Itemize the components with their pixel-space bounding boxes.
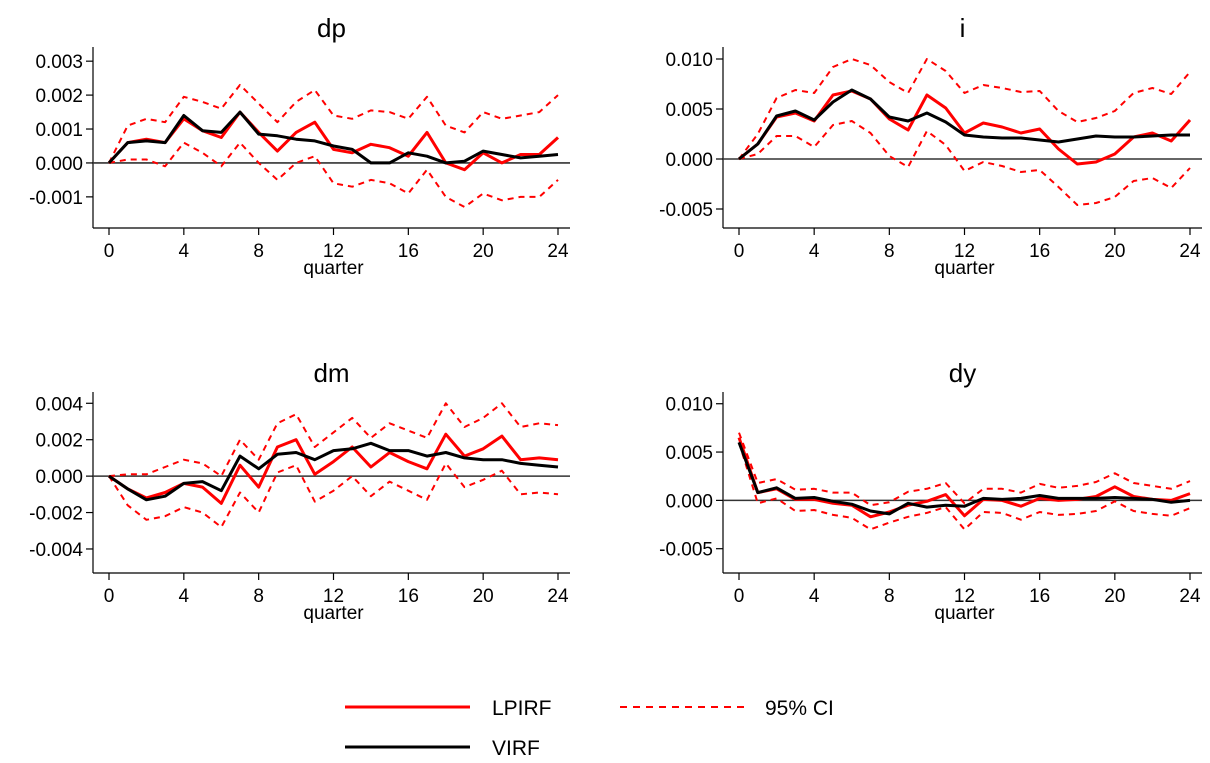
x-tick-label: 24 xyxy=(547,241,569,262)
panel-title: i xyxy=(960,13,966,43)
panel-title: dy xyxy=(949,358,976,388)
series-95-ci-line xyxy=(738,432,1191,507)
panel-i: i -0.005 0.000 0.005 0.010 0 4 8 12 16 20 24 quarter xyxy=(659,13,1202,279)
series-95-ci-line xyxy=(108,462,559,529)
panel-dm: dm -0.004 -0.002 0.000 0.002 0.004 0 4 8 12 16 20 24… xyxy=(29,358,570,624)
series-95-ci-line xyxy=(108,402,559,478)
y-tick-label: 0.004 xyxy=(35,394,83,415)
x-tick-label: 4 xyxy=(809,241,820,262)
x-tick-label: 0 xyxy=(734,241,745,262)
x-tick-label: 0 xyxy=(104,241,115,262)
y-tick-label: 0.005 xyxy=(665,443,713,464)
x-tick-label: 20 xyxy=(473,241,494,262)
x-axis-label: quarter xyxy=(303,603,364,624)
x-tick-label: 12 xyxy=(323,586,344,607)
x-tick-label: 12 xyxy=(954,586,975,607)
legend-label-virf: VIRF xyxy=(492,737,540,760)
x-tick-label: 24 xyxy=(1179,241,1201,262)
x-tick-label: 4 xyxy=(179,241,190,262)
y-tick-label: 0.005 xyxy=(665,100,713,121)
y-tick-label: 0.000 xyxy=(35,467,83,488)
y-tick-label: 0.000 xyxy=(665,491,713,512)
x-tick-label: 12 xyxy=(323,241,344,262)
panel-title: dm xyxy=(313,358,349,388)
y-tick-label: 0.001 xyxy=(35,120,83,141)
series-lpirf-line xyxy=(107,110,560,172)
x-tick-label: 8 xyxy=(884,586,895,607)
series-virf-line xyxy=(107,110,559,165)
x-tick-label: 8 xyxy=(253,586,264,607)
x-tick-label: 12 xyxy=(954,241,975,262)
series-lpirf-line xyxy=(108,432,559,505)
x-tick-label: 20 xyxy=(1104,586,1125,607)
legend-label-lpirf: LPIRF xyxy=(492,697,552,720)
series-virf-line xyxy=(737,441,1191,516)
x-tick-label: 8 xyxy=(253,241,264,262)
x-tick-label: 16 xyxy=(1029,241,1050,262)
y-tick-label: -0.005 xyxy=(659,540,713,561)
x-tick-label: 24 xyxy=(547,586,569,607)
series-95-ci-line xyxy=(738,442,1191,531)
y-tick-label: -0.005 xyxy=(659,200,713,221)
x-axis-label: quarter xyxy=(934,603,995,624)
series-95-ci-line xyxy=(738,58,1191,160)
y-tick-label: 0.002 xyxy=(35,431,83,452)
x-tick-label: 24 xyxy=(1179,586,1201,607)
y-tick-label: 0.000 xyxy=(35,154,83,175)
x-tick-label: 4 xyxy=(179,586,190,607)
series-virf-line xyxy=(738,88,1190,161)
y-tick-label: 0.010 xyxy=(665,395,713,416)
y-tick-label: -0.004 xyxy=(29,540,83,561)
panel-title: dp xyxy=(317,13,346,43)
y-tick-label: 0.000 xyxy=(665,150,713,171)
x-tick-label: 4 xyxy=(809,586,820,607)
x-tick-label: 0 xyxy=(734,586,745,607)
x-tick-label: 20 xyxy=(473,586,494,607)
x-tick-label: 16 xyxy=(1029,586,1050,607)
x-tick-label: 0 xyxy=(104,586,115,607)
y-tick-label: 0.002 xyxy=(35,86,83,107)
y-tick-label: -0.002 xyxy=(29,504,83,525)
x-tick-label: 16 xyxy=(398,241,419,262)
series-95-ci-line xyxy=(108,83,559,164)
panel-dy: dy -0.005 0.000 0.005 0.010 0 4 8 12 16 20 24 quarte… xyxy=(659,358,1202,624)
series-lpirf-line xyxy=(738,89,1192,166)
x-tick-label: 8 xyxy=(884,241,895,262)
x-axis-label: quarter xyxy=(934,258,995,279)
x-tick-label: 20 xyxy=(1104,241,1125,262)
y-tick-label: -0.001 xyxy=(29,188,83,209)
series-virf-line xyxy=(108,441,559,502)
legend: LPIRF 95% CI VIRF xyxy=(345,697,834,760)
series-lpirf-line xyxy=(737,437,1191,519)
y-tick-label: 0.003 xyxy=(35,52,83,73)
panels-group: dp -0.001 0.000 0.001 0.002 0.003 0 4 8 12 16 20 24 q… xyxy=(29,13,1202,624)
y-tick-label: 0.010 xyxy=(665,50,713,71)
x-axis-label: quarter xyxy=(303,258,364,279)
panel-dp: dp -0.001 0.000 0.001 0.002 0.003 0 4 8 12 16 20 24 q… xyxy=(29,13,570,279)
x-tick-label: 16 xyxy=(398,586,419,607)
legend-label-ci: 95% CI xyxy=(765,697,834,720)
